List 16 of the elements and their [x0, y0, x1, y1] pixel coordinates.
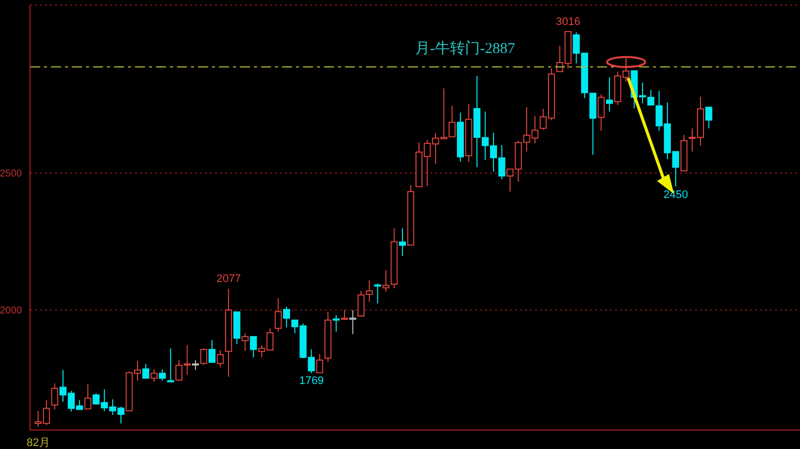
annotation: 3016: [554, 16, 582, 29]
candlestick: [390, 228, 398, 289]
candlestick: [225, 288, 232, 378]
candlestick: [150, 368, 158, 382]
x-tick-label: 82月: [26, 436, 50, 449]
annotation: 1769: [298, 375, 325, 388]
candlestick: [606, 76, 613, 112]
annotation: 2077: [215, 272, 242, 286]
candlestick: [324, 311, 332, 362]
candlestick: [283, 306, 290, 328]
y-tick-label: 2000: [0, 306, 22, 317]
candlestick: [465, 104, 472, 162]
ref-line-label: 月-牛转门-2887: [415, 40, 516, 57]
y-tick-label: 2500: [0, 168, 22, 180]
candlestick: [398, 228, 406, 256]
annotation: 2450: [662, 188, 690, 202]
